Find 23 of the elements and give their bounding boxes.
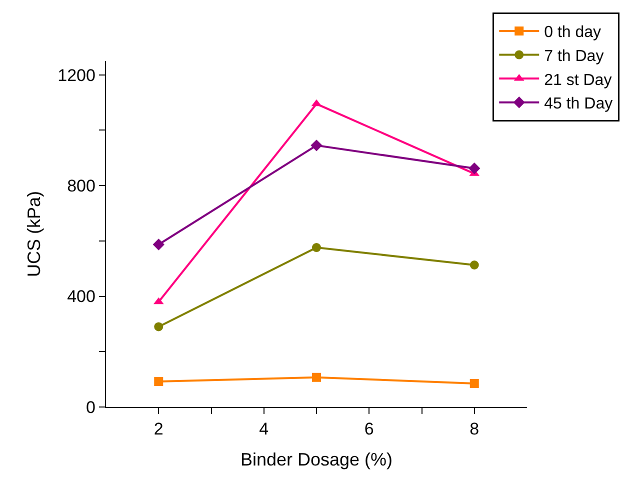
legend-label: 0 th day bbox=[544, 24, 602, 42]
point bbox=[312, 243, 321, 252]
point bbox=[310, 140, 322, 152]
x-tick-label: 4 bbox=[259, 420, 269, 439]
point bbox=[312, 372, 321, 382]
point bbox=[154, 322, 164, 332]
x-axis-title: Binder Dosage (%) bbox=[240, 450, 393, 470]
x-tick-label: 2 bbox=[154, 420, 164, 439]
y-tick-label: 400 bbox=[67, 287, 96, 306]
point bbox=[154, 377, 164, 386]
x-tick-label: 8 bbox=[470, 420, 480, 439]
legend-label: 21 st Day bbox=[544, 72, 612, 89]
point bbox=[470, 260, 479, 270]
y-tick-label: 1200 bbox=[58, 66, 96, 85]
legend-label: 45 th Day bbox=[544, 96, 613, 113]
point bbox=[468, 162, 480, 174]
y-tick-label: 800 bbox=[67, 176, 96, 196]
legend-label: 7 th Day bbox=[544, 48, 604, 65]
x-tick-label: 6 bbox=[364, 420, 374, 439]
point bbox=[470, 378, 479, 388]
point bbox=[152, 238, 164, 250]
y-tick-label: 0 bbox=[86, 398, 96, 417]
y-axis-title: UCS (kPa) bbox=[24, 190, 44, 278]
